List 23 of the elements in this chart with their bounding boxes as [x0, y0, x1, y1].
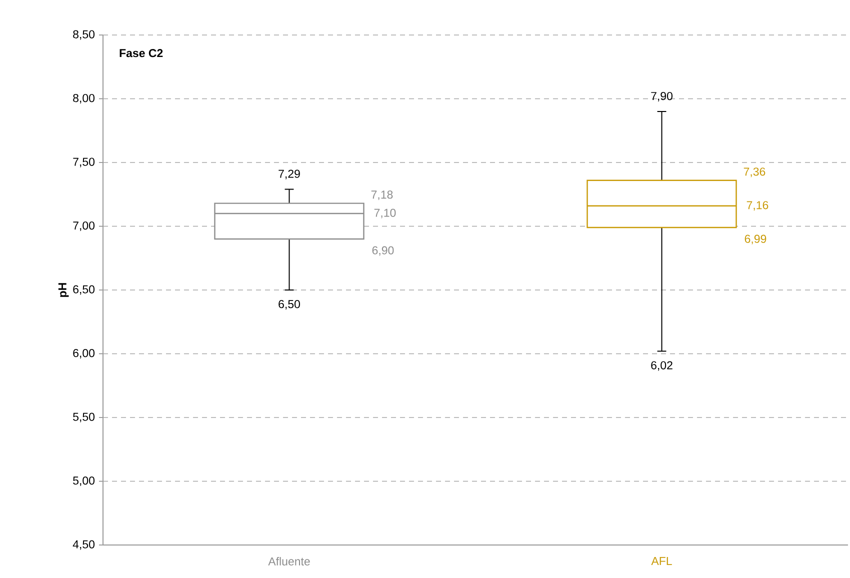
y-tick-label: 5,50: [73, 412, 95, 422]
y-axis-title: pH: [58, 283, 69, 297]
text: 7,29: [278, 170, 300, 180]
text: 6,90: [372, 246, 394, 256]
text: 7,90: [651, 92, 672, 102]
text: 7,16: [746, 201, 768, 211]
text: 6,50: [278, 300, 300, 310]
y-tick-label: 6,00: [73, 349, 95, 358]
text: 6,99: [744, 234, 766, 244]
annotation: Fase C2: [120, 49, 163, 58]
x-tick-label: AFL: [651, 557, 672, 565]
y-tick-label: 8,00: [73, 94, 95, 104]
text: 6,02: [651, 361, 672, 371]
y-tick-label: 4,50: [72, 540, 95, 550]
text: 7,18: [371, 190, 393, 200]
x-tick-label: Afluente: [268, 557, 310, 566]
text: 7,36: [744, 168, 766, 178]
text: 7,10: [374, 208, 396, 218]
y-tick-label: 6,50: [73, 285, 95, 295]
y-tick-label: 5,00: [73, 476, 95, 486]
y-tick-label: 7,50: [73, 158, 95, 168]
y-tick-label: 8,50: [73, 30, 95, 40]
y-tick-label: 7,00: [73, 221, 95, 231]
